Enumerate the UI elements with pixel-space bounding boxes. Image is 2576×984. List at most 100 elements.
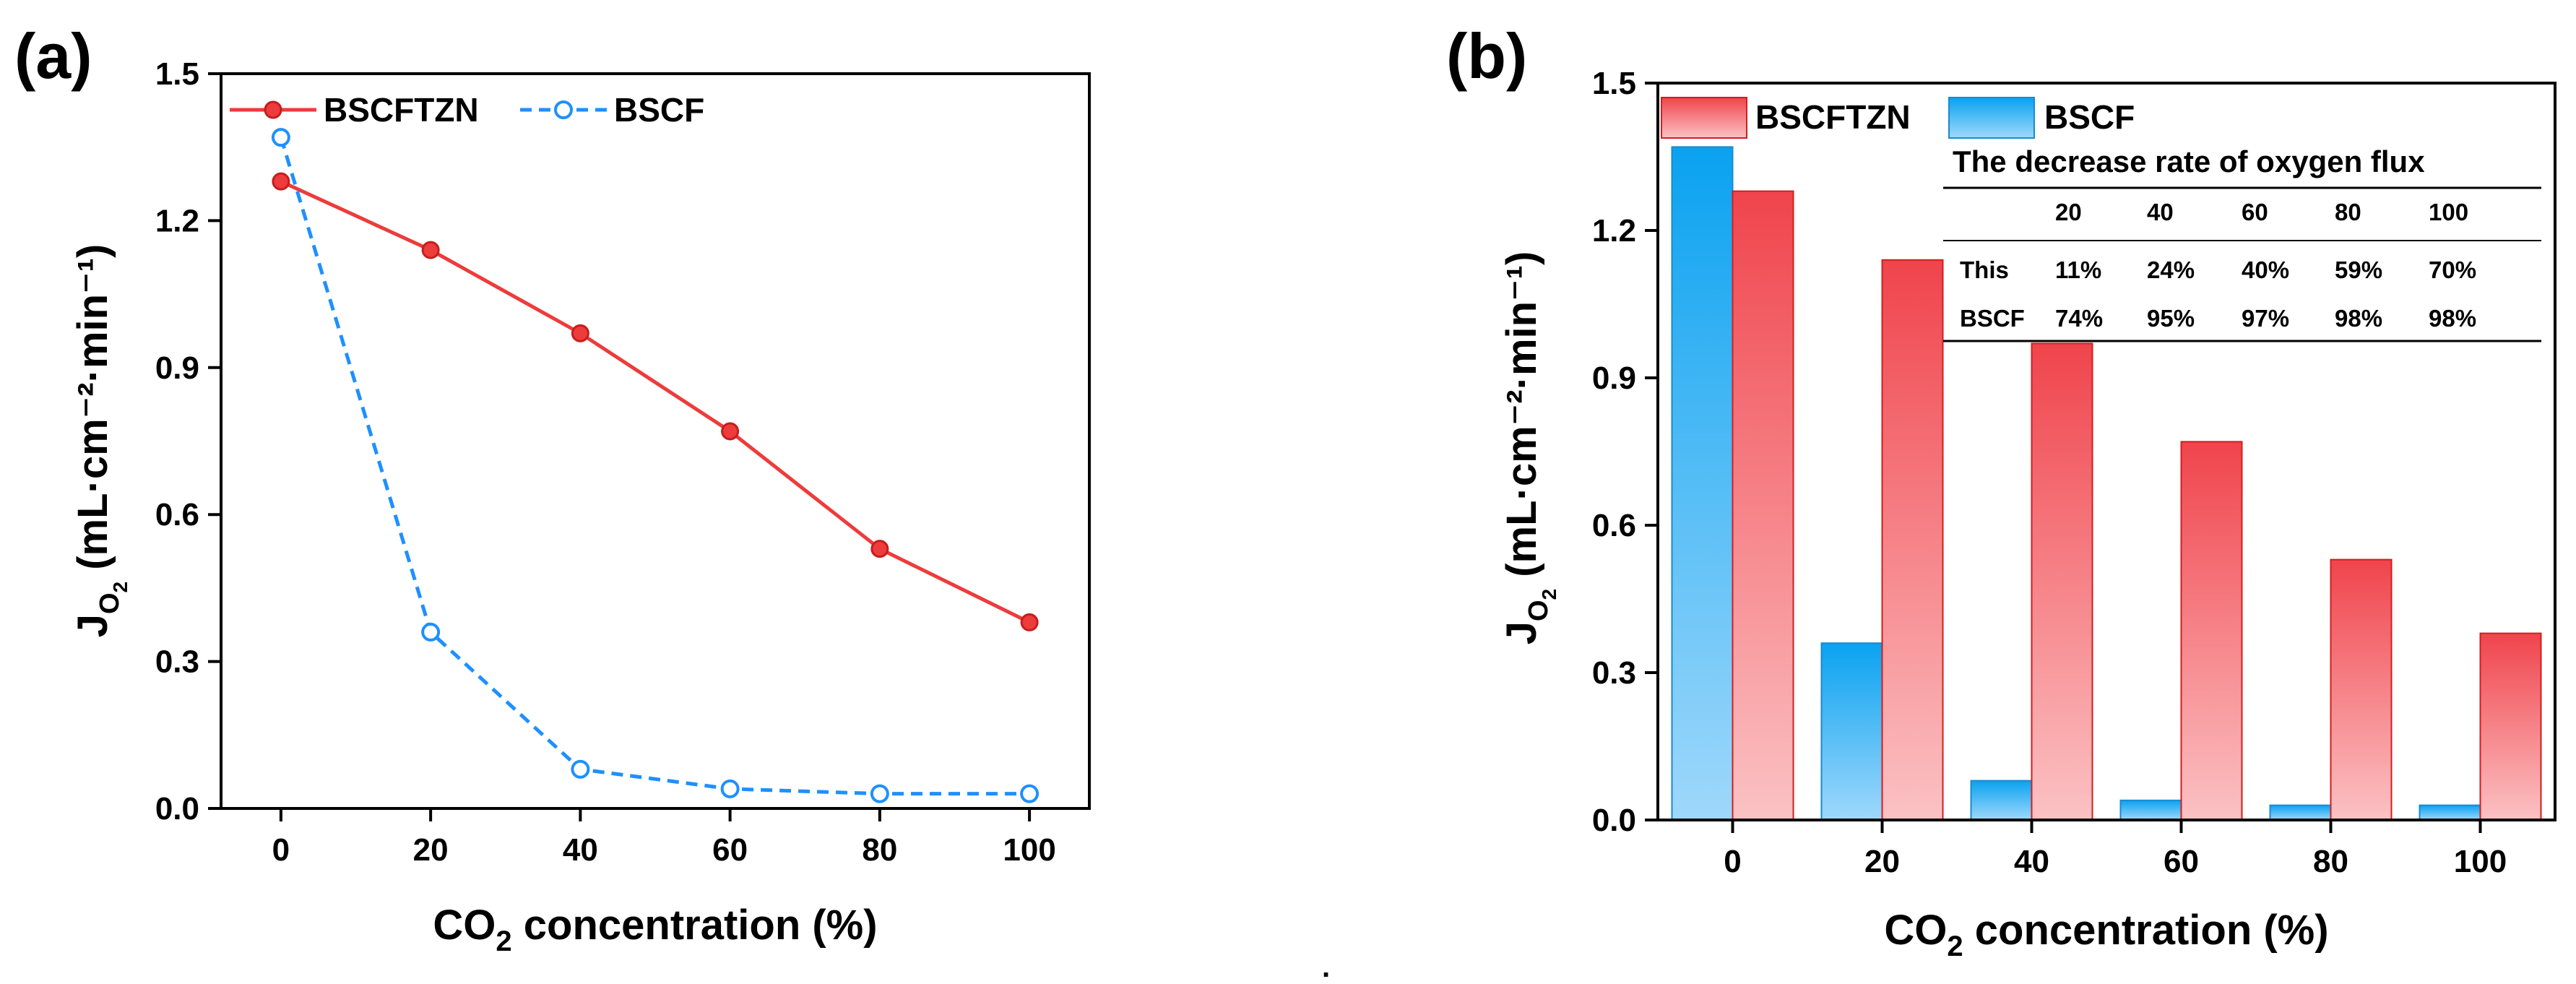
footer-mark: . (1322, 951, 1330, 983)
inset-header-cell: 20 (2055, 199, 2082, 225)
inset-cell: 97% (2242, 305, 2289, 332)
data-point-bscftzn (571, 324, 589, 342)
x-title-main: CO (1884, 907, 1947, 954)
inset-header-cell: 60 (2242, 199, 2268, 225)
series-line-bscf (279, 137, 1030, 796)
data-point-bscftzn (870, 540, 889, 558)
bar-bscftzn (2031, 342, 2093, 821)
x-tick-label: 20 (413, 832, 449, 868)
legend-label-bscf: BSCF (614, 91, 704, 129)
bar-bscf (2419, 804, 2481, 821)
x-tick-label: 60 (2164, 844, 2199, 879)
inset-header-cell: 80 (2335, 199, 2361, 225)
data-point-bscftzn (721, 422, 740, 441)
x-title-rest: concentration (%) (1963, 907, 2329, 954)
panel-b-bars (1671, 146, 2542, 821)
bar-bscf (1820, 642, 1883, 821)
panel-b-label: (b) (1446, 20, 1527, 92)
inset-cell: 98% (2429, 305, 2476, 332)
bar-bscf (2119, 799, 2182, 821)
panel-b: (b) 0.0 0.3 0.6 0.9 1.2 1.5 0 20 40 60 80 100 BSCF… (1446, 20, 2556, 962)
y-tick-label: 0.0 (1592, 803, 1636, 838)
legend-marker-bscftzn (264, 100, 282, 119)
x-tick-label: 20 (1864, 844, 1900, 879)
x-tick-label: 80 (862, 832, 897, 868)
y-tick-label: 1.5 (155, 56, 199, 92)
panel-a-y-axis-title: JO2 (mL·cm⁻²·min⁻¹) (69, 244, 131, 638)
inset-table-cells: 20 40 60 80 100 This 11% 24% 40% 59% 70% BSCF 74% 95%… (1960, 199, 2476, 332)
panel-a-label: (a) (14, 20, 92, 92)
panel-a-series (271, 128, 1040, 803)
legend-label-bscftzn: BSCFTZN (324, 91, 479, 129)
bar-bscftzn (1881, 259, 1944, 821)
data-point-bscf (571, 759, 590, 779)
x-title-rest: concentration (%) (512, 902, 878, 949)
inset-cell: 98% (2335, 305, 2382, 332)
panel-a-x-axis-title: CO2 concentration (%) (433, 902, 877, 957)
y-tick-label: 1.2 (155, 203, 199, 238)
bar-bscf (1970, 780, 2033, 821)
inset-cell: BSCF (1960, 305, 2025, 332)
x-tick-label: 0 (272, 832, 290, 868)
y-title-subscript: O (1523, 600, 1554, 621)
legend-label-bscftzn: BSCFTZN (1755, 98, 1911, 136)
x-title-subscript: 2 (1947, 931, 1963, 962)
series-line-bscftzn (280, 179, 1031, 624)
panel-b-y-axis: 0.0 0.3 0.6 0.9 1.2 1.5 (1592, 66, 1658, 838)
y-tick-label: 1.2 (1592, 213, 1636, 249)
legend-marker-bscf (554, 100, 573, 119)
panel-b-inset-table: The decrease rate of oxygen flux 20 40 60 8… (1943, 144, 2541, 342)
y-title-rest: (mL·cm⁻²·min⁻¹) (69, 244, 116, 582)
panel-a-plot-frame (220, 72, 1091, 810)
x-tick-label: 60 (712, 832, 748, 868)
inset-cell: 59% (2335, 256, 2382, 283)
x-tick-label: 40 (563, 832, 598, 868)
legend-swatch-bscf (1948, 97, 2035, 139)
bar-bscf (2269, 804, 2332, 821)
legend-swatch-bscftzn (1661, 97, 1747, 139)
inset-header-cell: 100 (2429, 199, 2468, 225)
x-tick-label: 80 (2313, 844, 2348, 879)
panel-b-y-axis-title: JO2 (mL·cm⁻²·min⁻¹) (1498, 251, 1560, 645)
bar-bscftzn (2180, 441, 2243, 821)
panel-a: (a) 0.0 0.3 0.6 0.9 1.2 1.5 0 20 40 60 80 100 BSCF… (14, 20, 1091, 957)
inset-table-title: The decrease rate of oxygen flux (1953, 144, 2425, 178)
x-title-subscript: 2 (496, 925, 511, 957)
inset-cell: 74% (2055, 305, 2103, 332)
y-tick-label: 0.3 (1592, 655, 1636, 691)
y-tick-label: 0.0 (155, 791, 199, 827)
y-title-rest: (mL·cm⁻²·min⁻¹) (1498, 251, 1545, 589)
panel-a-y-axis: 0.0 0.3 0.6 0.9 1.2 1.5 (155, 56, 221, 827)
data-point-bscf (1020, 784, 1040, 803)
data-point-bscftzn (272, 172, 290, 191)
y-title-main: J (69, 614, 116, 637)
y-tick-label: 0.9 (1592, 361, 1636, 396)
inset-cell: 24% (2147, 256, 2195, 283)
data-point-bscf (271, 128, 290, 147)
inset-cell: 70% (2429, 256, 2476, 283)
y-tick-label: 0.6 (1592, 508, 1636, 543)
x-tick-label: 40 (2014, 844, 2049, 879)
y-title-subsubscript: 2 (109, 582, 131, 593)
panel-a-legend: BSCFTZN BSCF (230, 91, 704, 129)
bar-bscftzn (1732, 190, 1794, 821)
data-point-bscftzn (1020, 613, 1039, 631)
inset-header-cell: 40 (2147, 199, 2174, 225)
data-point-bscf (720, 779, 740, 798)
panel-a-x-axis: 0 20 40 60 80 100 (272, 808, 1056, 868)
inset-cell: 95% (2147, 305, 2195, 332)
y-title-subsubscript: 2 (1538, 589, 1560, 600)
x-tick-label: 100 (2454, 844, 2507, 879)
data-point-bscf (870, 784, 889, 803)
x-tick-label: 100 (1003, 832, 1055, 868)
y-tick-label: 0.9 (155, 350, 199, 386)
bar-bscftzn (2330, 558, 2393, 821)
inset-cell: 40% (2242, 256, 2289, 283)
data-point-bscftzn (421, 241, 440, 259)
y-tick-label: 0.3 (155, 644, 199, 680)
panel-b-x-axis: 0 20 40 60 80 100 (1724, 820, 2507, 879)
panel-b-legend: BSCFTZN BSCF (1661, 97, 2135, 139)
data-point-bscf (421, 622, 441, 642)
panel-b-plot-frame (1656, 82, 2556, 821)
